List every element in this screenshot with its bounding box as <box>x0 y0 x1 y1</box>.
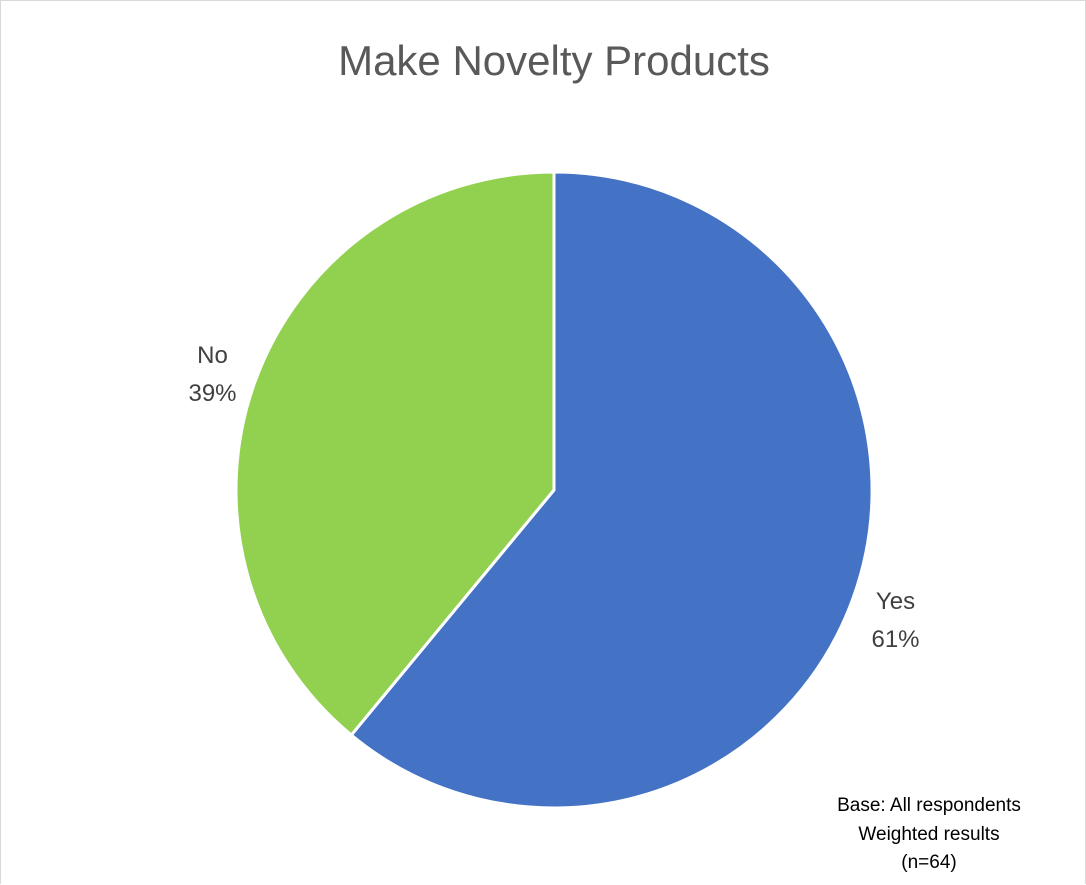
pie-slice-yes <box>349 170 874 810</box>
pie-slice-no <box>234 170 556 737</box>
base-note-line-2: Weighted results <box>858 824 999 845</box>
base-note: Base: All respondents Weighted results (… <box>837 795 1021 873</box>
slice-label-no-value: 39% <box>188 380 236 407</box>
pie-slices <box>234 170 874 810</box>
slice-label-yes-category: Yes <box>876 588 915 615</box>
slice-label-yes-value: 61% <box>871 626 919 653</box>
slice-labels: Yes 61% No 39% <box>188 342 919 653</box>
base-note-line-1: Base: All respondents <box>837 795 1021 816</box>
chart-title: Make Novelty Products <box>338 37 770 84</box>
slice-label-no-category: No <box>197 342 228 369</box>
base-note-line-3: (n=64) <box>901 852 956 873</box>
